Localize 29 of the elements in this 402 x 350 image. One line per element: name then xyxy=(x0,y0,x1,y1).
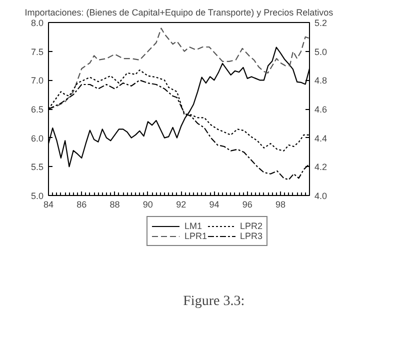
y-tick-label: 7.0 xyxy=(30,76,44,86)
x-tick-label: 90 xyxy=(142,200,153,210)
y2-tick-label: 5.2 xyxy=(314,18,328,28)
x-tick-label: 86 xyxy=(76,200,87,210)
y-tick-label: 7.5 xyxy=(30,46,44,57)
y2-tick-label: 4.2 xyxy=(314,162,328,172)
legend-label: LPR3 xyxy=(240,231,263,241)
x-tick-label: 92 xyxy=(176,200,186,210)
legend-label: LPR2 xyxy=(240,221,263,231)
y-tick-label: 6.5 xyxy=(30,104,44,114)
x-tick-label: 98 xyxy=(275,200,286,210)
x-tick-label: 84 xyxy=(43,200,54,210)
y2-tick-label: 4.8 xyxy=(314,76,328,86)
chart-title: Importaciones: (Bienes de Capital+Equipo de Transporte) y Precios Relativos xyxy=(24,8,334,18)
x-tick-label: 96 xyxy=(242,200,252,210)
x-tick-label: 88 xyxy=(110,200,120,210)
line-series xyxy=(48,28,310,110)
legend-label: LPR1 xyxy=(184,231,207,241)
y-tick-label: 8.0 xyxy=(30,18,44,28)
y-tick-label: 5.5 xyxy=(30,162,44,172)
y-tick-label: 5.0 xyxy=(30,191,44,201)
y2-tick-label: 4.0 xyxy=(314,191,328,201)
legend-label: LM1 xyxy=(184,221,203,231)
y2-tick-label: 4.4 xyxy=(314,133,328,144)
y-tick-label: 6.0 xyxy=(30,133,44,144)
caption: Figure 3.3: xyxy=(183,294,245,310)
y2-tick-label: 5.0 xyxy=(314,46,328,57)
y2-tick-label: 4.6 xyxy=(314,104,328,114)
x-tick-label: 94 xyxy=(209,200,220,210)
